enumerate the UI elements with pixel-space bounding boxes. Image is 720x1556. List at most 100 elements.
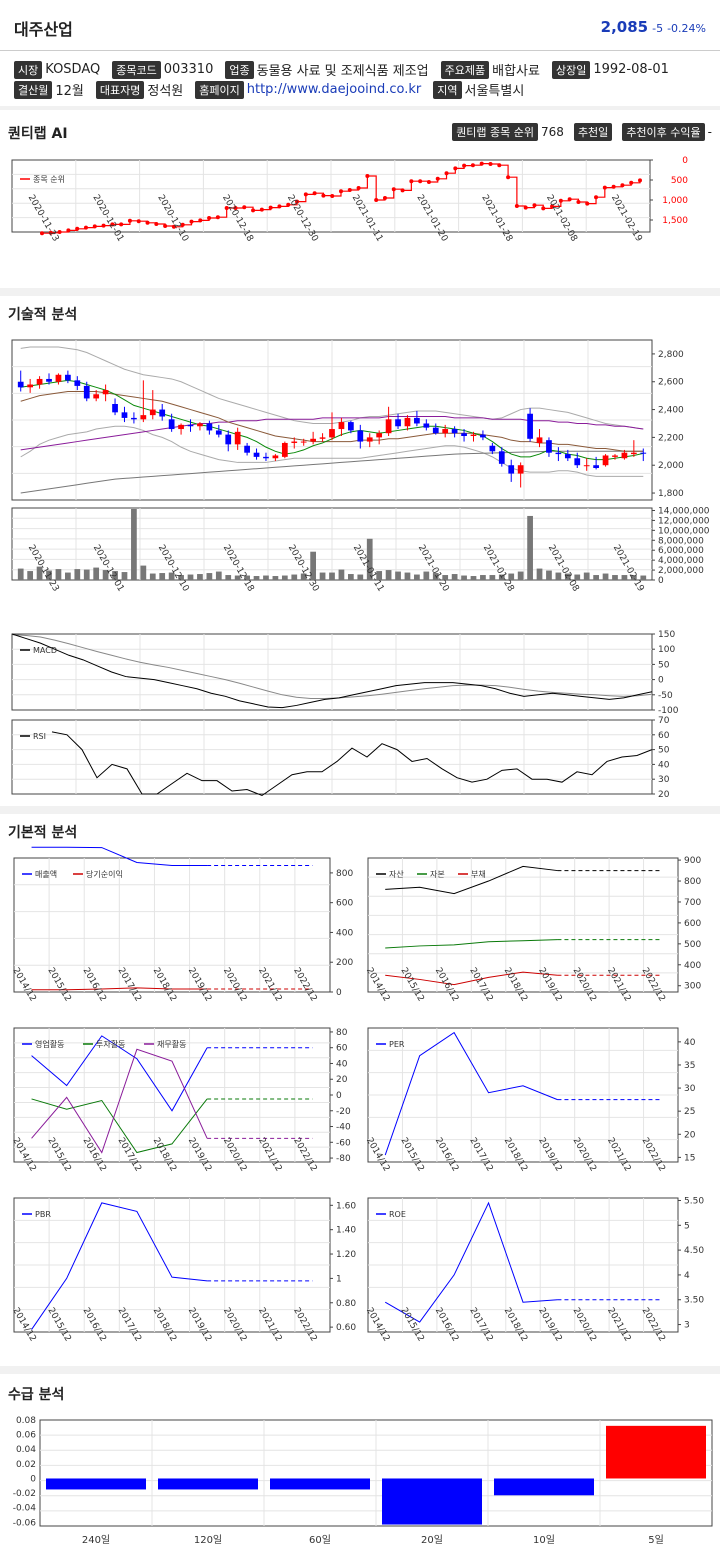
info-key: 대표자명 (95, 80, 145, 99)
volume-bar (319, 572, 326, 580)
rsi-tick-label: 30 (658, 775, 670, 785)
volume-x-label: 2021-01-28 (481, 543, 516, 594)
roe-tick-label: 4.50 (684, 1246, 704, 1256)
supply-title: 수급 분석 (8, 1387, 65, 1403)
rank-point (629, 180, 634, 185)
info-key: 상장일 (551, 60, 591, 79)
technical-chart: 1,8002,0002,2002,4002,6002,80002,000,000… (11, 339, 710, 800)
volume-bar (555, 572, 562, 580)
candle-body (272, 455, 279, 459)
candle-body (225, 434, 232, 445)
volume-bar (527, 515, 533, 580)
supply-category-label: 60일 (309, 1534, 331, 1546)
volume-bar (508, 573, 515, 580)
pbr-tick-label: 0.80 (336, 1299, 356, 1309)
price-change-pct: -0.24% (667, 22, 706, 35)
rank-x-label: 2020-12-30 (285, 193, 320, 244)
rank-x-label: 2021-02-19 (609, 193, 644, 244)
candle-body (65, 374, 71, 381)
volume-bar (263, 575, 269, 580)
supply-category-label: 240일 (82, 1534, 110, 1546)
candle-body (319, 437, 326, 439)
cashflow-legend-label: 투자활동 (96, 1039, 125, 1049)
rank-point (339, 189, 343, 194)
pbr-tick-label: 1 (336, 1274, 342, 1284)
roe-tick-label: 4 (684, 1271, 690, 1281)
homepage-link[interactable]: http://www.daejooind.co.kr (246, 82, 422, 97)
rank-point (57, 230, 62, 234)
rsi-tick-label: 60 (658, 731, 670, 741)
pbr-tick-label: 0.60 (336, 1323, 356, 1333)
candle-body (385, 419, 392, 434)
volume-bar (423, 571, 430, 580)
supply-bar (382, 1478, 482, 1525)
stock-name: 대주산업 (14, 20, 73, 39)
rank-point (312, 191, 317, 196)
rank-point (119, 222, 124, 227)
rec-date-label: 추천일 (573, 123, 613, 141)
volume-bar (112, 571, 118, 580)
info-row-1: 시장 KOSDAQ 종목코드 003310 업종 동물용 사료 및 조제식품 제조업 … (14, 60, 681, 79)
rank-point (101, 223, 106, 228)
sales-legend-label: 당기순이익 (86, 869, 123, 879)
candle-body (112, 404, 118, 413)
rank-point (189, 219, 194, 224)
info-value: 배합사료 (492, 64, 540, 79)
candle-body (55, 374, 62, 382)
fundamental-section: 기본적 분석 매출액 당기순이익 0 200 400 600 800 2014/12 2015/… (0, 814, 720, 1366)
rank-point (171, 224, 176, 229)
cashflow-tick-label: -60 (336, 1138, 351, 1148)
volume-bar (215, 571, 222, 580)
rank-point (567, 197, 572, 202)
volume-bar (159, 573, 166, 580)
price-tick-label: 2,400 (658, 406, 684, 416)
candle-body (348, 422, 354, 431)
candle-body (536, 437, 543, 443)
rank-point (620, 183, 625, 188)
candle-body (564, 454, 571, 459)
volume-bar (234, 575, 241, 580)
rank-point (365, 174, 370, 178)
ma120-line (20, 450, 644, 494)
assets-tick-label: 900 (684, 856, 701, 866)
macd-tick-label: 0 (658, 676, 664, 686)
volume-bar (498, 574, 505, 580)
price-change: -5 (652, 22, 664, 35)
candle-body (489, 445, 496, 452)
rank-point (92, 224, 97, 229)
volume-bar (65, 572, 71, 580)
cashflow-tick-label: -40 (336, 1123, 351, 1133)
rank-point (602, 185, 607, 190)
volume-bar (621, 575, 628, 580)
per-series-line (384, 1031, 558, 1156)
cashflow-tick-label: 0 (336, 1091, 342, 1101)
info-key: 결산월 (14, 80, 53, 99)
sales-legend-label: 매출액 (35, 869, 57, 879)
rank-point (268, 205, 273, 210)
rank-point (295, 199, 300, 204)
volume-tick-label: 0 (658, 576, 664, 586)
rank-point (532, 203, 537, 208)
rank-point (497, 163, 502, 168)
rank-point (207, 216, 212, 220)
rank-tick-label: 1,500 (662, 216, 688, 226)
price-tick-label: 2,600 (658, 378, 684, 388)
macd-tick-label: -50 (658, 691, 673, 701)
candle-body (395, 419, 401, 427)
cashflow-series-line (31, 1048, 208, 1154)
volume-bar (338, 569, 345, 580)
volume-x-label: 2021-01-20 (416, 543, 451, 594)
candle-body (234, 431, 241, 445)
candle-body (442, 429, 449, 434)
candle-body (17, 381, 24, 388)
volume-bar (395, 571, 401, 580)
sales-tick-label: 800 (336, 869, 353, 879)
sales-frame (13, 857, 331, 993)
rank-label: 퀀티랩 종목 순위 (452, 123, 539, 141)
volume-bar (470, 576, 477, 580)
volume-bar (281, 575, 288, 580)
cashflow-tick-label: -80 (336, 1154, 351, 1164)
info-value: 서울특별시 (464, 84, 525, 99)
sales-tick-label: 400 (336, 928, 353, 938)
